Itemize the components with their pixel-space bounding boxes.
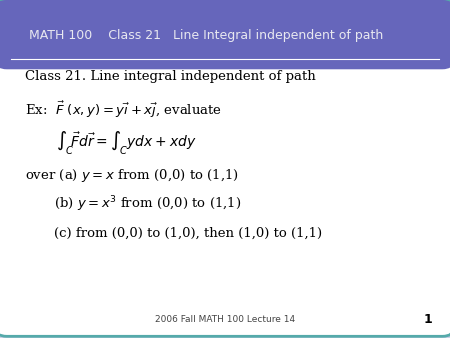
Text: 2006 Fall MATH 100 Lecture 14: 2006 Fall MATH 100 Lecture 14: [155, 315, 295, 324]
Text: 1: 1: [423, 313, 432, 326]
Text: $\int_C\!\vec{F}d\vec{r} = \int_C ydx + xdy$: $\int_C\!\vec{F}d\vec{r} = \int_C ydx + …: [56, 130, 197, 157]
Text: over (a) $y = x$ from (0,0) to (1,1): over (a) $y = x$ from (0,0) to (1,1): [25, 167, 239, 184]
Text: (c) from (0,0) to (1,0), then (1,0) to (1,1): (c) from (0,0) to (1,0), then (1,0) to (…: [54, 227, 322, 240]
Text: (b) $y = x^3$ from (0,0) to (1,1): (b) $y = x^3$ from (0,0) to (1,1): [54, 195, 242, 214]
FancyBboxPatch shape: [7, 41, 442, 61]
Text: Class 21. Line integral independent of path: Class 21. Line integral independent of p…: [25, 70, 315, 82]
Text: Ex:  $\vec{F}$ $(x, y) = y\vec{\imath} + x\vec{\jmath}$, evaluate: Ex: $\vec{F}$ $(x, y) = y\vec{\imath} + …: [25, 100, 222, 120]
Text: MATH 100    Class 21   Line Integral independent of path: MATH 100 Class 21 Line Integral independ…: [29, 29, 383, 42]
FancyBboxPatch shape: [0, 0, 450, 69]
